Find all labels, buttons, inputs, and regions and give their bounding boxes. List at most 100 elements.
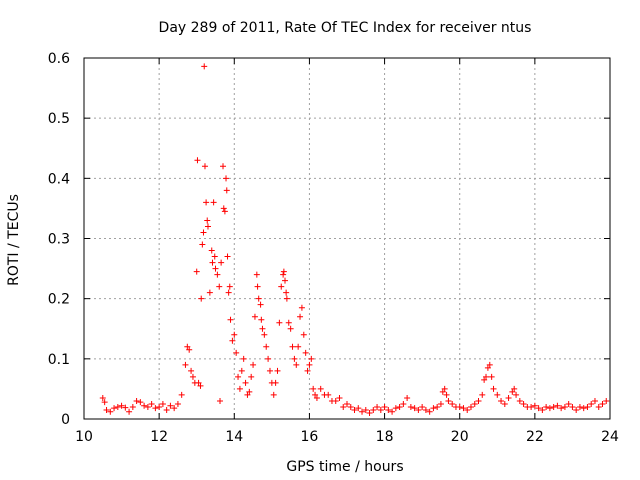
data-point	[171, 405, 178, 412]
data-point	[310, 385, 317, 392]
data-point	[285, 319, 292, 326]
data-point	[251, 313, 258, 320]
data-point	[216, 283, 223, 290]
data-point	[218, 259, 225, 266]
data-point	[481, 376, 488, 383]
data-point	[351, 406, 358, 413]
x-tick-label: 10	[75, 429, 93, 445]
data-point	[137, 399, 144, 406]
data-point	[283, 295, 290, 302]
data-point	[419, 403, 426, 410]
data-point	[543, 403, 550, 410]
data-point	[475, 397, 482, 404]
data-point	[214, 271, 221, 278]
data-point	[400, 400, 407, 407]
data-point	[306, 361, 313, 368]
data-point	[347, 403, 354, 410]
data-point	[385, 406, 392, 413]
chart-title: Day 289 of 2011, Rate Of TEC Index for r…	[159, 20, 532, 36]
data-point	[411, 405, 418, 412]
data-point	[325, 391, 332, 398]
data-point	[210, 199, 217, 206]
data-point	[595, 403, 602, 410]
data-point	[304, 367, 311, 374]
data-point	[516, 397, 523, 404]
data-point	[404, 394, 411, 401]
data-point	[392, 405, 399, 412]
data-point	[111, 405, 118, 412]
data-point	[208, 247, 215, 254]
data-point	[283, 289, 290, 296]
data-point	[248, 373, 255, 380]
data-point	[332, 397, 339, 404]
data-point	[302, 349, 309, 356]
data-point	[178, 391, 185, 398]
data-point	[490, 385, 497, 392]
data-point	[569, 403, 576, 410]
data-point	[270, 391, 277, 398]
y-axis-label: ROTI / TECUs	[6, 194, 22, 286]
data-point	[381, 403, 388, 410]
axis-ticks: 10 12 14 16 18 20 22 24 0 0.1 0.2 0.3 0.4 0.5 0.6	[48, 51, 619, 445]
data-point	[194, 157, 201, 164]
data-point	[212, 265, 219, 272]
data-point	[308, 355, 315, 362]
data-point	[573, 406, 580, 413]
data-point	[434, 403, 441, 410]
data-point	[217, 397, 224, 404]
x-tick-label: 12	[150, 429, 168, 445]
data-point	[103, 406, 110, 413]
x-tick-label: 18	[376, 429, 394, 445]
grid-lines	[84, 58, 610, 419]
data-point	[235, 373, 242, 380]
data-point	[344, 400, 350, 407]
data-point	[253, 271, 260, 278]
data-point	[223, 187, 230, 194]
data-point	[445, 397, 452, 404]
data-point	[437, 400, 444, 407]
data-point	[174, 400, 181, 407]
data-point	[167, 402, 174, 409]
data-point	[584, 403, 591, 410]
data-point	[184, 343, 191, 350]
data-point	[312, 391, 319, 398]
y-tick-label: 0.2	[48, 292, 70, 308]
data-point	[220, 205, 227, 212]
data-point	[265, 355, 272, 362]
data-point	[291, 355, 298, 362]
data-point	[366, 409, 373, 416]
data-point	[439, 388, 446, 395]
x-tick-label: 16	[301, 429, 319, 445]
data-point	[317, 385, 324, 392]
data-point	[484, 364, 491, 371]
data-point	[259, 325, 266, 332]
y-tick-label: 0.3	[48, 232, 70, 248]
data-point	[204, 217, 211, 224]
data-point	[535, 405, 542, 412]
data-point	[280, 271, 287, 278]
data-point	[430, 405, 437, 412]
x-tick-label: 22	[526, 429, 544, 445]
data-point	[206, 289, 213, 296]
data-point	[197, 382, 204, 389]
data-point	[498, 397, 505, 404]
data-point	[240, 355, 247, 362]
data-point	[513, 391, 520, 398]
data-point	[298, 304, 305, 311]
data-point	[576, 403, 583, 410]
data-point	[467, 403, 474, 410]
data-point	[227, 316, 234, 323]
data-point	[236, 385, 243, 392]
data-markers	[99, 63, 610, 416]
data-point	[520, 400, 527, 407]
data-point	[226, 283, 233, 290]
data-point	[426, 408, 433, 415]
data-point	[449, 400, 456, 407]
data-point	[456, 403, 463, 410]
data-point	[377, 406, 384, 413]
data-point	[580, 405, 587, 412]
data-point	[144, 403, 151, 410]
data-point	[223, 175, 230, 182]
data-point	[603, 397, 610, 404]
data-point	[359, 408, 366, 415]
